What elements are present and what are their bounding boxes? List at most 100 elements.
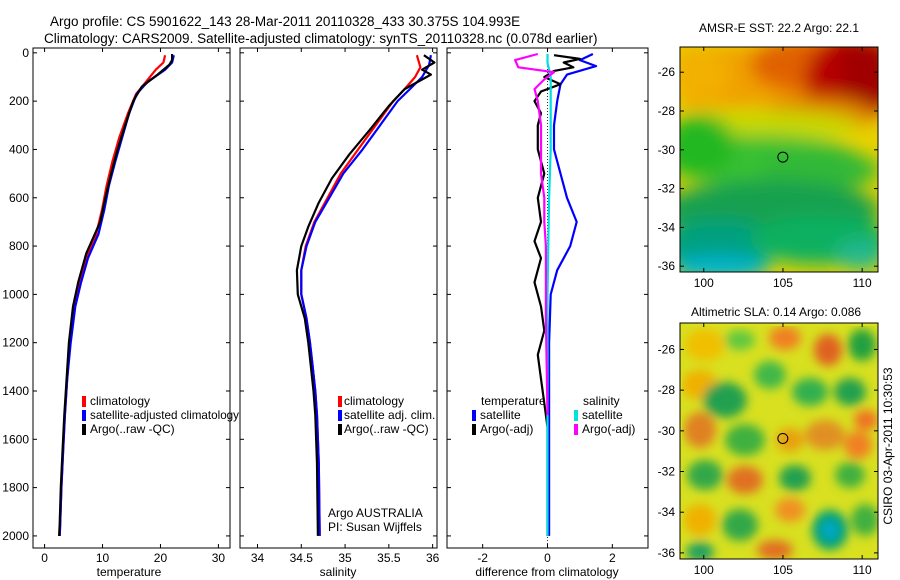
- legend-label-argo: Argo(..raw -QC): [90, 422, 175, 436]
- temperature-lines: [58, 54, 175, 536]
- legend-label-climatology: climatology: [344, 394, 404, 408]
- series-line-argo-raw-qc: [58, 54, 174, 536]
- legend-label-temp-satellite: satellite: [480, 408, 521, 422]
- sla-map-title: Altimetric SLA: 0.14 Argo: 0.086: [691, 305, 861, 319]
- y-tick-label: -28: [658, 104, 676, 118]
- y-tick-label: 800: [9, 239, 29, 253]
- y-tick-label: 1400: [2, 384, 29, 398]
- x-tick-label: 36: [426, 551, 440, 565]
- y-tick-label: 1800: [2, 481, 29, 495]
- temperature-ticks: 0 10 20 30 0 200 400 600 800 1000 1200 1400 1600 1800…: [2, 46, 230, 565]
- y-tick-label: -36: [658, 546, 676, 560]
- x-tick-label: 34.5: [290, 551, 314, 565]
- temperature-xlabel: temperature: [97, 565, 162, 579]
- y-tick-label: 0: [22, 46, 29, 60]
- y-tick-label: 1000: [2, 287, 29, 301]
- x-tick-label: 110: [853, 563, 872, 577]
- sst-map-title: AMSR-E SST: 22.2 Argo: 22.1: [699, 21, 859, 35]
- sla-map-ticks: 100 105 110 -26 -28 -30 -32 -34 -36: [658, 323, 878, 577]
- difference-legend: temperature satellite Argo(-adj) salinit…: [472, 394, 635, 436]
- salinity-profile-panel: 34 34.5 35 35.5 36 salinity climatology sate…: [239, 47, 440, 579]
- legend-swatch-sal-satellite: [574, 410, 578, 421]
- series-line-temperature-argo-adj: [533, 54, 581, 536]
- sst-map-ticks: 100 105 110 -26 -28 -30 -32 -34 -36: [658, 47, 878, 290]
- sst-map-panel: AMSR-E SST: 22.2 Argo: 22.1: [658, 21, 879, 290]
- salinity-axes-frame: [239, 47, 438, 549]
- difference-ticks: -2 0 2: [447, 48, 648, 565]
- x-tick-label: -2: [477, 551, 488, 565]
- x-tick-label: 110: [853, 276, 872, 290]
- legend-swatch-sal-argo: [574, 424, 578, 435]
- y-tick-label: 600: [9, 191, 29, 205]
- salinity-lines: [295, 54, 436, 536]
- temperature-profile-panel: 0 10 20 30 0 200 400 600 800 1000 1200 1400 1600 1800…: [2, 46, 239, 579]
- legend-label-satellite-adjusted: satellite-adjusted climatology: [90, 408, 239, 422]
- legend-swatch-satellite: [338, 410, 342, 421]
- legend-label-sal-argo: Argo(-adj): [582, 422, 635, 436]
- y-tick-label: -32: [658, 465, 676, 479]
- x-tick-label: 0: [41, 551, 48, 565]
- y-tick-label: -30: [658, 424, 676, 438]
- sla-map-frame: [679, 322, 879, 560]
- x-tick-label: 10: [96, 551, 110, 565]
- sst-map-frame: [679, 46, 879, 273]
- legend-title-temperature: temperature: [481, 394, 546, 408]
- x-tick-label: 35.5: [377, 551, 401, 565]
- figure-title-line2: Climatology: CARS2009. Satellite-adjuste…: [44, 31, 598, 46]
- y-tick-label: 1600: [2, 432, 29, 446]
- x-tick-label: 105: [773, 563, 793, 577]
- y-tick-label: -26: [658, 65, 676, 79]
- salinity-legend: climatology satellite adj. clim. Argo(..…: [338, 394, 435, 436]
- difference-xlabel: difference from climatology: [475, 565, 618, 579]
- salinity-xlabel: salinity: [320, 565, 357, 579]
- figure-title-line1: Argo profile: CS 5901622_143 28-Mar-2011…: [50, 14, 520, 29]
- x-tick-label: 105: [773, 276, 793, 290]
- argo-float-marker: [777, 432, 789, 444]
- x-tick-label: 0: [544, 551, 551, 565]
- x-tick-label: 30: [212, 551, 226, 565]
- temperature-legend: climatology satellite-adjusted climatolo…: [82, 394, 239, 436]
- x-tick-label: 35: [338, 551, 352, 565]
- sla-heatmap-field: [680, 323, 878, 559]
- y-tick-label: -36: [658, 259, 676, 273]
- y-tick-label: -28: [658, 383, 676, 397]
- y-tick-label: 1200: [2, 336, 29, 350]
- x-tick-label: 100: [694, 276, 714, 290]
- y-tick-label: 200: [9, 94, 29, 108]
- argo-float-marker: [777, 151, 789, 163]
- legend-swatch-climatology: [338, 396, 342, 407]
- x-tick-label: 100: [694, 563, 714, 577]
- legend-label-sal-satellite: satellite: [582, 408, 623, 422]
- legend-label-satellite-adj: satellite adj. clim.: [344, 408, 435, 422]
- y-tick-label: -30: [658, 143, 676, 157]
- legend-swatch-climatology: [82, 396, 86, 407]
- series-line-argo-raw-qc: [295, 54, 436, 536]
- legend-swatch-temp-argo: [472, 424, 476, 435]
- difference-profile-panel: -2 0 2 difference from climatology tempera…: [446, 47, 649, 579]
- legend-label-argo: Argo(..raw -QC): [344, 422, 429, 436]
- y-tick-label: -34: [658, 220, 676, 234]
- legend-swatch-temp-satellite: [472, 410, 476, 421]
- x-tick-label: 20: [154, 551, 168, 565]
- legend-title-salinity: salinity: [583, 394, 620, 408]
- legend-swatch-argo: [82, 424, 86, 435]
- side-timestamp-label: CSIRO 03-Apr-2011 10:30:53: [881, 367, 895, 525]
- legend-swatch-satellite: [82, 410, 86, 421]
- y-tick-label: 400: [9, 142, 29, 156]
- difference-lines: [514, 52, 598, 536]
- y-tick-label: -32: [658, 182, 676, 196]
- series-line-temperature-satellite: [548, 53, 598, 536]
- y-tick-label: 2000: [2, 529, 29, 543]
- y-tick-label: -26: [658, 342, 676, 356]
- legend-swatch-argo: [338, 424, 342, 435]
- x-tick-label: 34: [251, 551, 265, 565]
- y-tick-label: -34: [658, 505, 676, 519]
- sla-map-panel: Altimetric SLA: 0.14 Argo: 0.086: [658, 305, 879, 577]
- legend-label-climatology: climatology: [90, 394, 150, 408]
- legend-label-temp-argo: Argo(-adj): [480, 422, 533, 436]
- series-line-satellite-adj-clim: [300, 54, 432, 536]
- x-tick-label: 2: [609, 551, 616, 565]
- salinity-ticks: 34 34.5 35 35.5 36: [240, 48, 440, 565]
- credit-line1: Argo AUSTRALIA: [328, 506, 423, 520]
